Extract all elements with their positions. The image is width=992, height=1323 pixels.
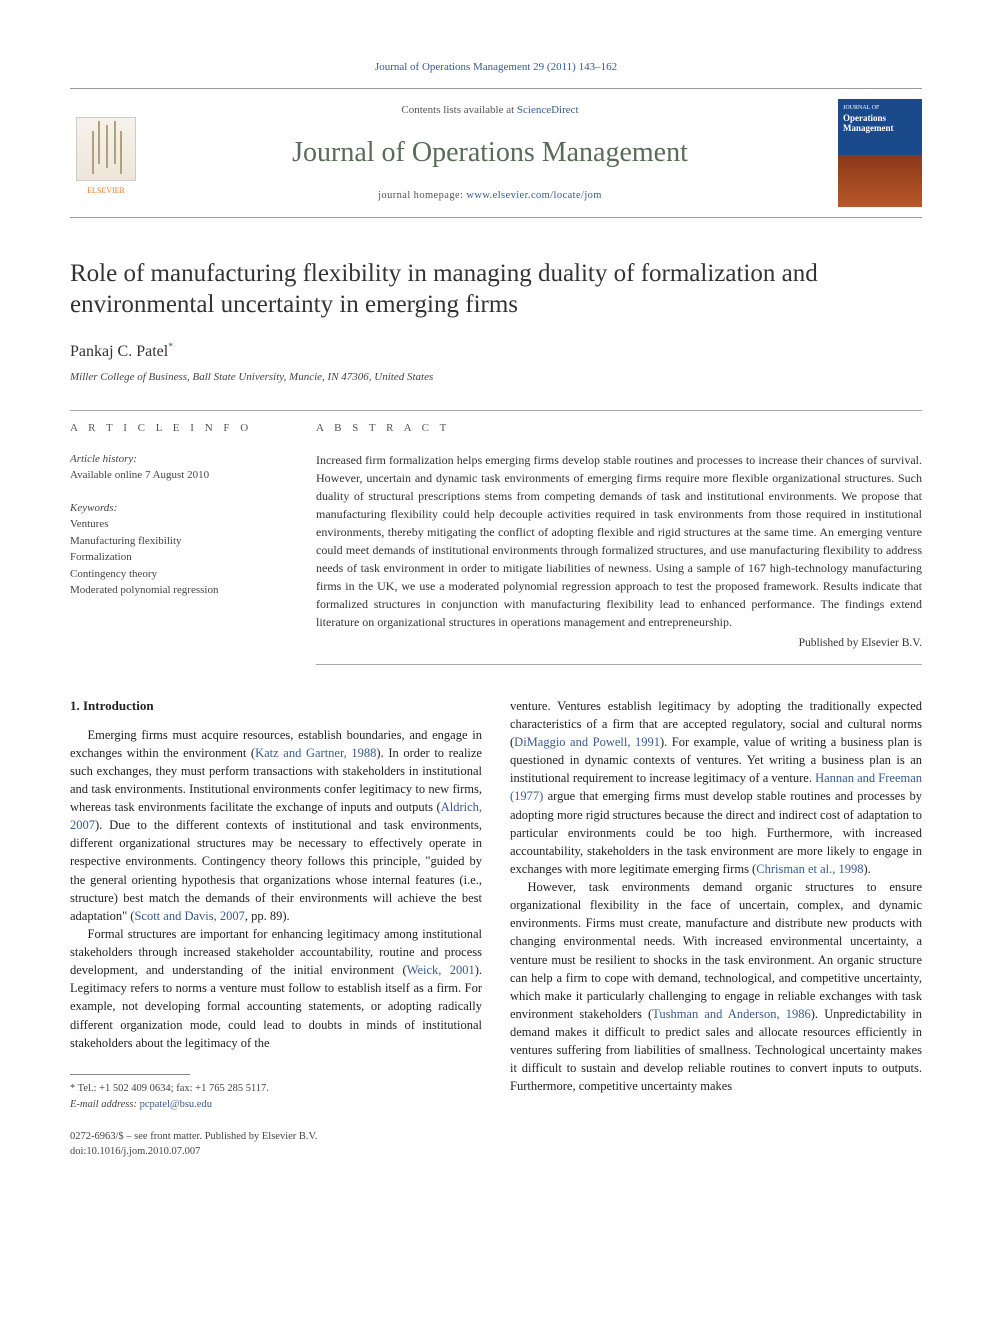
citation-link[interactable]: Tushman and Anderson, 1986: [652, 1007, 811, 1021]
keyword-item: Formalization: [70, 549, 280, 566]
contents-prefix: Contents lists available at: [401, 104, 516, 116]
email-line: E-mail address: pcpatel@bsu.edu: [70, 1097, 482, 1113]
journal-cover-thumbnail: JOURNAL OF Operations Management: [838, 99, 922, 207]
keyword-item: Manufacturing flexibility: [70, 533, 280, 550]
journal-homepage-link[interactable]: www.elsevier.com/locate/jom: [466, 190, 602, 201]
masthead-center: Contents lists available at ScienceDirec…: [160, 103, 820, 203]
abstract-heading: A B S T R A C T: [316, 421, 922, 437]
info-abstract-row: A R T I C L E I N F O Article history: A…: [70, 410, 922, 665]
citation-link[interactable]: Weick, 2001: [407, 963, 475, 977]
body-paragraph: Formal structures are important for enha…: [70, 925, 482, 1052]
footnote-separator: [70, 1074, 190, 1075]
keyword-item: Contingency theory: [70, 566, 280, 583]
article-info-column: A R T I C L E I N F O Article history: A…: [70, 410, 280, 665]
keywords-label: Keywords:: [70, 500, 280, 517]
article-title: Role of manufacturing flexibility in man…: [70, 258, 922, 321]
article-history-block: Article history: Available online 7 Augu…: [70, 451, 280, 484]
article-history-label: Article history:: [70, 451, 280, 468]
abstract-publisher-line: Published by Elsevier B.V.: [316, 635, 922, 652]
publisher-logo: ELSEVIER: [70, 109, 142, 197]
issn-line: 0272-6963/$ – see front matter. Publishe…: [70, 1130, 922, 1145]
abstract-body: Increased firm formalization helps emerg…: [316, 453, 922, 629]
publisher-logo-text: ELSEVIER: [87, 185, 125, 197]
cover-thumb-title: Operations Management: [843, 114, 917, 134]
keywords-list: Ventures Manufacturing flexibility Forma…: [70, 516, 280, 599]
body-text: ). Due to the different contexts of inst…: [70, 818, 482, 923]
author-email-link[interactable]: pcpatel@bsu.edu: [140, 1099, 212, 1110]
corresponding-author-note: * Tel.: +1 502 409 0634; fax: +1 765 285…: [70, 1081, 482, 1097]
author-corr-marker: *: [168, 342, 173, 353]
bottom-meta: 0272-6963/$ – see front matter. Publishe…: [70, 1130, 922, 1159]
body-two-columns: 1. Introduction Emerging firms must acqu…: [70, 697, 922, 1113]
article-info-heading: A R T I C L E I N F O: [70, 421, 280, 437]
section-heading: 1. Introduction: [70, 697, 482, 716]
citation-link[interactable]: Chrisman et al., 1998: [756, 862, 863, 876]
footnote-block: * Tel.: +1 502 409 0634; fax: +1 765 285…: [70, 1074, 482, 1113]
body-text: ).: [864, 862, 871, 876]
abstract-text: Increased firm formalization helps emerg…: [316, 451, 922, 665]
citation-link[interactable]: Katz and Gartner, 1988: [255, 746, 376, 760]
journal-homepage-line: journal homepage: www.elsevier.com/locat…: [160, 188, 820, 203]
body-paragraph: However, task environments demand organi…: [510, 878, 922, 1096]
author-line: Pankaj C. Patel*: [70, 340, 922, 363]
keyword-item: Moderated polynomial regression: [70, 582, 280, 599]
author-name: Pankaj C. Patel: [70, 343, 168, 360]
elsevier-tree-icon: [76, 117, 136, 181]
cover-thumb-top: JOURNAL OF: [843, 105, 917, 112]
abstract-column: A B S T R A C T Increased firm formaliza…: [316, 410, 922, 665]
journal-reference: Journal of Operations Management 29 (201…: [70, 60, 922, 76]
citation-link[interactable]: Scott and Davis, 2007: [134, 909, 244, 923]
journal-title: Journal of Operations Management: [160, 133, 820, 174]
keywords-block: Keywords: Ventures Manufacturing flexibi…: [70, 500, 280, 599]
section-number: 1.: [70, 698, 80, 713]
citation-link[interactable]: DiMaggio and Powell, 1991: [514, 735, 660, 749]
email-label: E-mail address:: [70, 1099, 137, 1110]
body-paragraph: Emerging firms must acquire resources, e…: [70, 726, 482, 925]
section-title: Introduction: [83, 698, 154, 713]
body-paragraph: venture. Ventures establish legitimacy b…: [510, 697, 922, 878]
keyword-item: Ventures: [70, 516, 280, 533]
author-affiliation: Miller College of Business, Ball State U…: [70, 370, 922, 386]
doi-line: doi:10.1016/j.jom.2010.07.007: [70, 1145, 922, 1160]
body-text: However, task environments demand organi…: [510, 880, 922, 1021]
homepage-prefix: journal homepage:: [378, 190, 466, 201]
body-text: , pp. 89).: [245, 909, 290, 923]
sciencedirect-link[interactable]: ScienceDirect: [517, 104, 579, 116]
masthead: ELSEVIER Contents lists available at Sci…: [70, 88, 922, 218]
contents-available-line: Contents lists available at ScienceDirec…: [160, 103, 820, 119]
article-history-line: Available online 7 August 2010: [70, 467, 280, 484]
